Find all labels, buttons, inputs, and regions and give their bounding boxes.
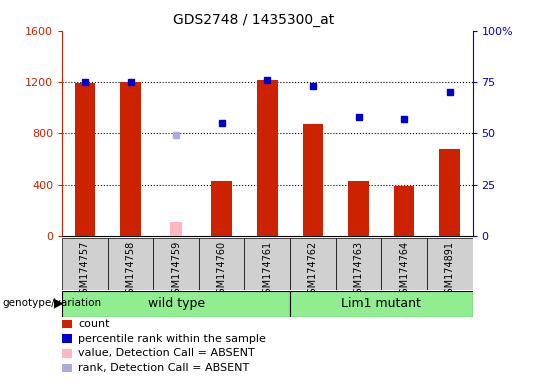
Bar	[348, 181, 369, 236]
Bar	[62, 291, 290, 317]
Bar	[171, 222, 182, 236]
Bar	[107, 238, 153, 290]
Text: GSM174891: GSM174891	[445, 241, 455, 300]
Text: rank, Detection Call = ABSENT: rank, Detection Call = ABSENT	[78, 363, 249, 373]
Text: value, Detection Call = ABSENT: value, Detection Call = ABSENT	[78, 348, 255, 358]
Bar	[440, 149, 460, 236]
Text: GDS2748 / 1435300_at: GDS2748 / 1435300_at	[173, 13, 334, 27]
Text: GSM174762: GSM174762	[308, 241, 318, 300]
Bar	[290, 238, 336, 290]
Bar	[120, 82, 141, 236]
Bar	[394, 186, 414, 236]
Text: GSM174763: GSM174763	[354, 241, 363, 300]
Text: GSM174759: GSM174759	[171, 241, 181, 300]
Bar	[245, 238, 290, 290]
Text: GSM174761: GSM174761	[262, 241, 272, 300]
Text: Lim1 mutant: Lim1 mutant	[341, 297, 421, 310]
Bar	[290, 291, 472, 317]
Bar	[212, 181, 232, 236]
Bar	[257, 80, 278, 236]
Text: count: count	[78, 319, 110, 329]
Text: ▶: ▶	[53, 296, 63, 310]
Bar	[153, 238, 199, 290]
Text: GSM174758: GSM174758	[125, 241, 136, 300]
Bar	[381, 238, 427, 290]
Bar	[62, 238, 107, 290]
Text: GSM174760: GSM174760	[217, 241, 227, 300]
Text: wild type: wild type	[147, 297, 205, 310]
Text: GSM174764: GSM174764	[399, 241, 409, 300]
Bar	[302, 124, 323, 236]
Bar	[75, 83, 95, 236]
Bar	[336, 238, 381, 290]
Bar	[427, 238, 472, 290]
Text: genotype/variation: genotype/variation	[3, 298, 102, 308]
Text: GSM174757: GSM174757	[80, 241, 90, 300]
Text: percentile rank within the sample: percentile rank within the sample	[78, 334, 266, 344]
Bar	[199, 238, 245, 290]
